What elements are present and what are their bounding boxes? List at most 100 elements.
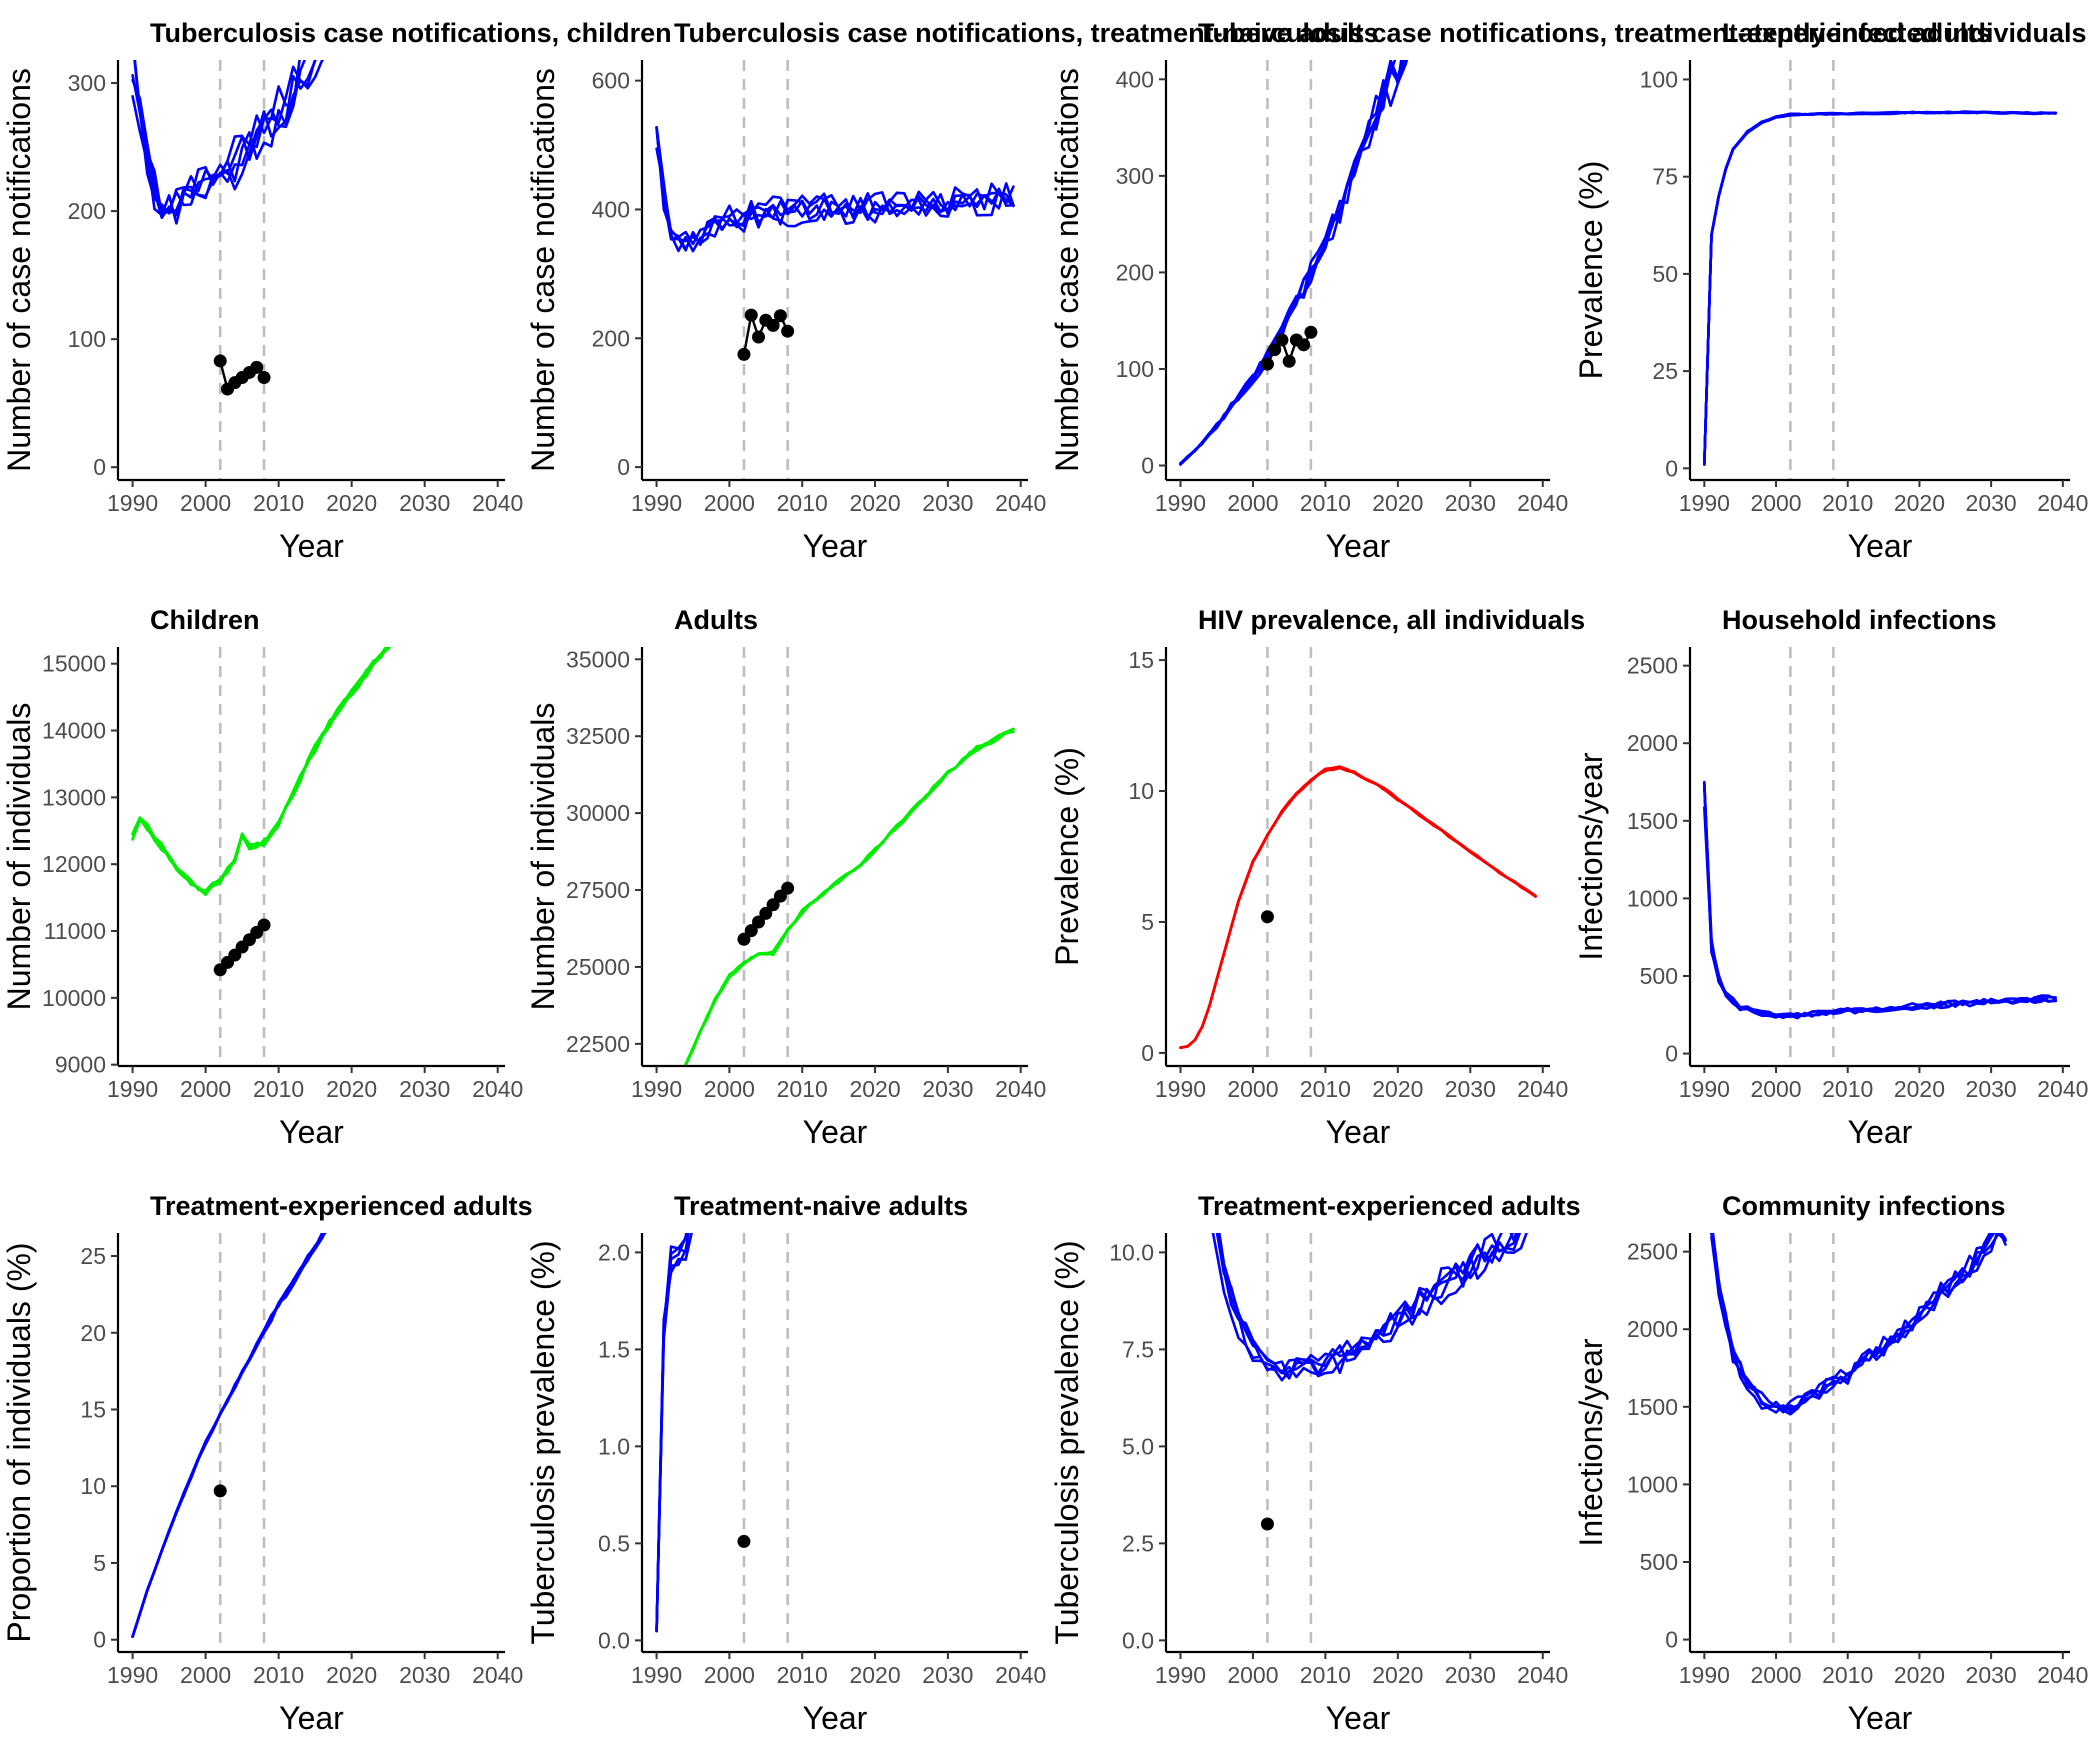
x-tick-label: 2000: [1750, 490, 1801, 516]
x-tick-label: 2000: [180, 1076, 231, 1102]
series-line: [131, 1233, 327, 1638]
y-tick-label: 100: [68, 326, 106, 352]
x-tick-label: 2020: [1372, 1076, 1423, 1102]
observed-point: [773, 309, 787, 323]
panel-title: Tuberculosis case notifications, childre…: [150, 18, 672, 48]
observed-point: [1268, 343, 1282, 357]
y-axis-title: Prevalence (%): [1049, 747, 1085, 966]
x-tick-label: 2040: [995, 490, 1046, 516]
series-line: [1703, 781, 2057, 1018]
x-tick-label: 2020: [1372, 490, 1423, 516]
x-tick-label: 2010: [253, 490, 304, 516]
series-line: [655, 126, 1015, 244]
series-line: [1179, 60, 1406, 465]
y-tick-label: 0.0: [598, 1627, 630, 1653]
y-tick-label: 2000: [1627, 1316, 1678, 1342]
y-tick-label: 11000: [44, 918, 106, 944]
observed-point: [781, 324, 795, 338]
y-tick-label: 2000: [1627, 730, 1678, 756]
y-tick-label: 32500: [566, 723, 630, 749]
x-tick-label: 2020: [326, 1076, 377, 1102]
series-line: [131, 1233, 326, 1638]
y-axis-title: Infections/year: [1573, 752, 1609, 960]
x-tick-label: 2000: [1227, 1662, 1278, 1688]
series-line: [131, 647, 388, 896]
x-tick-label: 2030: [399, 490, 450, 516]
y-tick-label: 2.5: [1122, 1530, 1154, 1556]
y-tick-label: 10.0: [1109, 1239, 1154, 1265]
y-tick-label: 13000: [42, 784, 106, 810]
y-tick-label: 500: [1640, 963, 1678, 989]
observed-point: [213, 354, 227, 368]
panel-title: Treatment-experienced adults: [1198, 1191, 1581, 1221]
x-axis-title: Year: [279, 1114, 344, 1150]
panel-title: Latently-infected individuals: [1722, 18, 2087, 48]
panel-title: Tuberculosis case notifications, treatme…: [674, 18, 1379, 48]
y-tick-label: 22500: [566, 1031, 630, 1057]
x-tick-label: 2040: [995, 1662, 1046, 1688]
y-tick-label: 400: [1116, 66, 1154, 92]
x-tick-label: 1990: [1679, 1076, 1730, 1102]
x-tick-label: 2040: [1517, 1662, 1568, 1688]
y-tick-label: 200: [1116, 259, 1154, 285]
panel-4: Latently-infected individuals 1990 2000 201…: [1573, 18, 2088, 564]
x-tick-label: 2040: [2037, 1662, 2088, 1688]
y-tick-label: 500: [1640, 1549, 1678, 1575]
x-tick-label: 2020: [1894, 1076, 1945, 1102]
series-line: [1703, 781, 2057, 1018]
x-tick-label: 1990: [107, 490, 158, 516]
y-tick-label: 200: [592, 325, 630, 351]
y-tick-label: 27500: [566, 877, 630, 903]
observed-point: [759, 906, 773, 920]
observed-point: [766, 898, 780, 912]
observed-point: [781, 881, 795, 895]
y-tick-label: 2500: [1627, 653, 1678, 679]
x-tick-label: 1990: [1679, 1662, 1730, 1688]
panel-title: Tuberculosis case notifications, treatme…: [1198, 18, 1991, 48]
series-line: [1179, 765, 1537, 1049]
series-line: [131, 60, 324, 220]
y-tick-label: 15000: [42, 651, 106, 677]
observed-point: [257, 918, 271, 932]
series-line: [684, 727, 1015, 1066]
x-tick-label: 2000: [1750, 1076, 1801, 1102]
observed-point: [766, 318, 780, 332]
x-tick-label: 2000: [180, 1662, 231, 1688]
x-axis-title: Year: [1848, 528, 1913, 564]
x-tick-label: 1990: [107, 1662, 158, 1688]
x-tick-label: 2030: [1966, 1076, 2017, 1102]
panel-3: Tuberculosis case notifications, treatme…: [1049, 18, 1991, 564]
observed-point: [752, 915, 766, 929]
y-tick-label: 1000: [1627, 885, 1678, 911]
y-tick-label: 0.5: [598, 1530, 630, 1556]
series-line: [1179, 765, 1537, 1049]
series-line: [1710, 1233, 2007, 1414]
x-tick-label: 2000: [1227, 1076, 1278, 1102]
x-tick-label: 2010: [777, 1662, 828, 1688]
x-tick-label: 2020: [1894, 490, 1945, 516]
series-line: [131, 1233, 324, 1638]
series-line: [1179, 766, 1537, 1049]
series-line: [1703, 785, 2057, 1019]
observed-point: [744, 308, 758, 322]
y-tick-label: 0: [617, 454, 630, 480]
observed-point: [1282, 354, 1296, 368]
y-tick-label: 300: [68, 70, 106, 96]
y-tick-label: 25: [1652, 358, 1678, 384]
y-axis-title: Infections/year: [1573, 1338, 1609, 1546]
y-tick-label: 35000: [566, 646, 630, 672]
x-tick-label: 2020: [849, 1662, 900, 1688]
x-tick-label: 2030: [1966, 1662, 2017, 1688]
y-tick-label: 1500: [1627, 808, 1678, 834]
x-tick-label: 2030: [1445, 1662, 1496, 1688]
series-line: [1179, 60, 1397, 466]
x-tick-label: 1990: [1155, 490, 1206, 516]
x-tick-label: 2030: [922, 1076, 973, 1102]
x-tick-label: 2040: [472, 490, 523, 516]
y-tick-label: 10: [80, 1473, 106, 1499]
x-tick-label: 2020: [1372, 1662, 1423, 1688]
x-axis-title: Year: [803, 528, 868, 564]
x-tick-label: 1990: [107, 1076, 158, 1102]
y-tick-label: 0: [93, 1627, 106, 1653]
